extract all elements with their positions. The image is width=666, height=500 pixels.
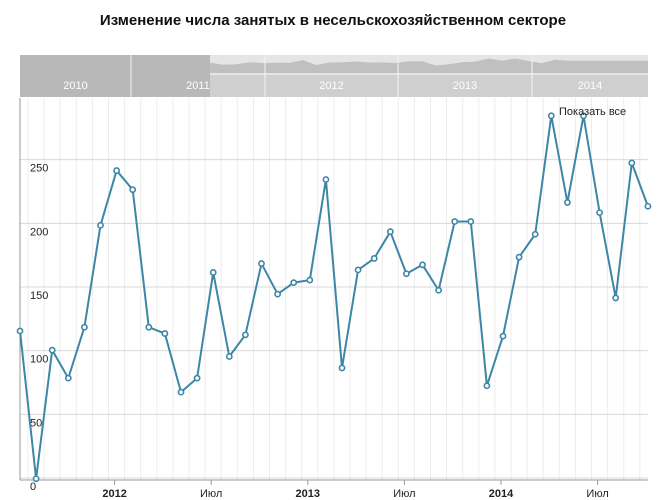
data-point[interactable] [113, 167, 120, 174]
y-tick-label: 150 [30, 290, 48, 302]
navigator-selected-region [210, 55, 648, 75]
x-tick-label: 2012 [102, 488, 126, 500]
data-point[interactable] [258, 260, 265, 267]
x-tick-label: Июл [393, 488, 415, 500]
data-point[interactable] [145, 323, 153, 331]
data-point[interactable] [129, 186, 137, 194]
data-point[interactable] [628, 159, 636, 167]
data-point[interactable] [419, 261, 426, 269]
data-point[interactable] [81, 323, 88, 331]
navigator-range-selector[interactable]: 2010 2011 2012 2013 2014 [20, 55, 648, 97]
data-point[interactable] [161, 330, 169, 337]
data-point[interactable] [370, 255, 378, 262]
x-tick-label: Июл [586, 488, 608, 500]
series-line [19, 114, 649, 480]
navigator-year-label: 2014 [578, 80, 602, 92]
data-point[interactable] [435, 286, 442, 294]
data-point[interactable] [97, 221, 104, 229]
y-tick-label: 100 [30, 354, 48, 366]
navigator-year-label: 2012 [319, 80, 343, 92]
data-point[interactable] [467, 218, 475, 225]
data-point[interactable] [612, 294, 620, 302]
data-point[interactable] [48, 346, 56, 354]
data-point[interactable] [547, 112, 555, 120]
x-tick-label: 2013 [296, 488, 320, 500]
y-tick-label: 200 [30, 226, 48, 238]
data-point[interactable] [193, 374, 201, 382]
data-points [16, 112, 652, 483]
navigator-year-band [210, 75, 648, 97]
data-point[interactable] [483, 382, 491, 390]
data-point[interactable] [209, 269, 217, 276]
data-point[interactable] [16, 327, 24, 335]
navigator-series-area [210, 58, 648, 73]
data-point[interactable] [499, 332, 507, 340]
grid-lines [20, 98, 648, 480]
data-point[interactable] [322, 176, 330, 183]
chart-title: Изменение числа занятых в несельскохозяй… [99, 12, 567, 29]
y-axis: 0 50 100 150 200 250 [30, 163, 48, 493]
data-point[interactable] [402, 270, 410, 278]
navigator-year-label: 2013 [453, 80, 477, 92]
y-tick-label: 0 [30, 481, 36, 493]
data-point[interactable] [515, 253, 523, 261]
data-point[interactable] [64, 374, 72, 382]
data-point[interactable] [564, 199, 571, 206]
y-tick-label: 50 [30, 417, 42, 429]
navigator-year-label: 2011 [186, 80, 210, 92]
x-tick-label: Июл [200, 488, 222, 500]
x-tick-label: 2014 [489, 488, 514, 500]
data-point[interactable] [32, 475, 40, 483]
reset-zoom-button[interactable]: Показать все [559, 106, 627, 118]
data-point[interactable] [580, 112, 587, 120]
data-point[interactable] [241, 331, 249, 339]
data-point[interactable] [225, 353, 233, 360]
navigator-unselected-region [20, 55, 210, 97]
data-point[interactable] [306, 276, 314, 284]
x-axis: 2012 Июл 2013 Июл 2014 Июл [102, 480, 609, 500]
data-point[interactable] [596, 209, 603, 216]
navigator-year-label: 2010 [63, 80, 87, 92]
data-point[interactable] [531, 230, 539, 238]
data-point[interactable] [354, 266, 362, 274]
data-point[interactable] [451, 218, 459, 225]
y-tick-label: 250 [30, 163, 48, 175]
data-point[interactable] [274, 290, 281, 298]
data-point[interactable] [290, 279, 298, 287]
data-point[interactable] [338, 364, 346, 372]
data-point[interactable] [644, 202, 652, 210]
data-point[interactable] [386, 228, 394, 236]
data-point[interactable] [177, 388, 185, 396]
